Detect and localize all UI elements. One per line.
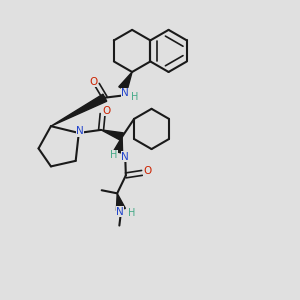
Text: N: N — [116, 207, 124, 217]
Text: O: O — [102, 106, 110, 116]
Polygon shape — [114, 137, 123, 153]
Text: H: H — [131, 92, 138, 102]
Text: O: O — [89, 76, 98, 87]
Polygon shape — [101, 130, 123, 140]
Text: N: N — [122, 152, 129, 162]
Polygon shape — [51, 94, 107, 126]
Text: N: N — [76, 126, 84, 136]
Text: N: N — [122, 88, 129, 98]
Text: H: H — [110, 150, 118, 160]
Text: H: H — [128, 208, 135, 218]
Polygon shape — [116, 193, 125, 211]
Polygon shape — [119, 72, 132, 91]
Text: O: O — [143, 167, 152, 176]
